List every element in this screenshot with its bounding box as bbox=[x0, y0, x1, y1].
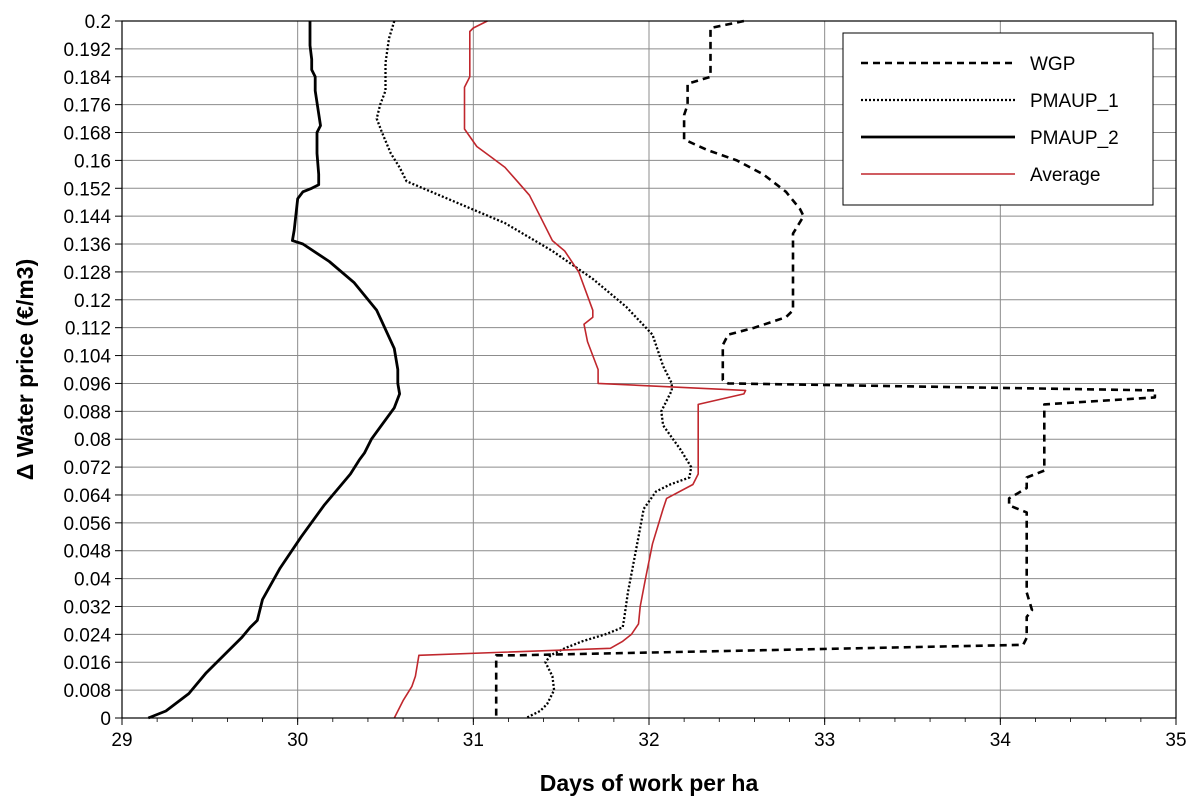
y-tick-label: 0.008 bbox=[63, 681, 111, 702]
x-axis-title: Days of work per ha bbox=[540, 770, 759, 796]
legend-label: PMAUP_2 bbox=[1030, 128, 1119, 149]
y-tick-label: 0.184 bbox=[63, 68, 111, 89]
y-tick-label: 0.112 bbox=[65, 319, 111, 340]
y-axis-title: Δ Water price (€/m3) bbox=[12, 259, 38, 480]
x-tick-label: 34 bbox=[990, 730, 1012, 751]
y-tick-label: 0.12 bbox=[74, 291, 111, 312]
y-tick-label: 0.16 bbox=[74, 151, 111, 172]
x-tick-label: 31 bbox=[463, 730, 484, 751]
y-tick-label: 0.032 bbox=[63, 597, 111, 618]
series-lines bbox=[147, 19, 1157, 720]
x-tick-label: 29 bbox=[111, 730, 132, 751]
x-tick-label: 35 bbox=[1165, 730, 1186, 751]
legend-label: Average bbox=[1030, 165, 1100, 186]
y-tick-label: 0.056 bbox=[63, 514, 111, 535]
y-tick-label: 0.072 bbox=[63, 458, 111, 479]
y-tick-label: 0.128 bbox=[63, 263, 111, 284]
y-tick-label: 0.096 bbox=[63, 374, 111, 395]
y-tick-label: 0.152 bbox=[63, 179, 111, 200]
x-tick-label: 30 bbox=[287, 730, 308, 751]
y-tick-label: 0.176 bbox=[63, 96, 111, 117]
legend-label: WGP bbox=[1030, 54, 1075, 75]
y-tick-labels: 0 0.008 0.016 0.024 0.032 0.04 0.048 0.056 0.064… bbox=[63, 12, 111, 730]
y-tick-label: 0.088 bbox=[63, 402, 111, 423]
y-tick-label: 0.016 bbox=[63, 653, 111, 674]
x-tick-labels: 29 30 31 32 33 34 35 bbox=[111, 730, 1186, 751]
y-tick-label: 0.064 bbox=[63, 486, 111, 507]
y-tick-label: 0 bbox=[100, 709, 111, 730]
series-line-average bbox=[393, 20, 747, 719]
y-tick-label: 0.08 bbox=[74, 430, 111, 451]
y-tick-label: 0.136 bbox=[63, 235, 111, 256]
legend-label: PMAUP_1 bbox=[1030, 91, 1119, 112]
axis-ticks bbox=[115, 20, 1177, 725]
series-line-wgp bbox=[494, 19, 1157, 718]
y-tick-label: 0.168 bbox=[63, 124, 111, 145]
x-tick-label: 32 bbox=[638, 730, 659, 751]
y-tick-label: 0.104 bbox=[63, 347, 111, 368]
y-tick-label: 0.2 bbox=[85, 12, 111, 33]
y-tick-label: 0.144 bbox=[63, 207, 111, 228]
y-tick-label: 0.024 bbox=[63, 625, 111, 646]
legend: WGP PMAUP_1 PMAUP_2 Average bbox=[842, 32, 1154, 206]
y-tick-label: 0.048 bbox=[63, 542, 111, 563]
x-tick-label: 33 bbox=[814, 730, 835, 751]
y-tick-label: 0.192 bbox=[63, 40, 111, 61]
series-line-pmaup-1 bbox=[375, 20, 693, 720]
y-tick-label: 0.04 bbox=[74, 570, 111, 591]
series-line-pmaup-2 bbox=[147, 21, 401, 720]
legend-box bbox=[842, 32, 1154, 206]
